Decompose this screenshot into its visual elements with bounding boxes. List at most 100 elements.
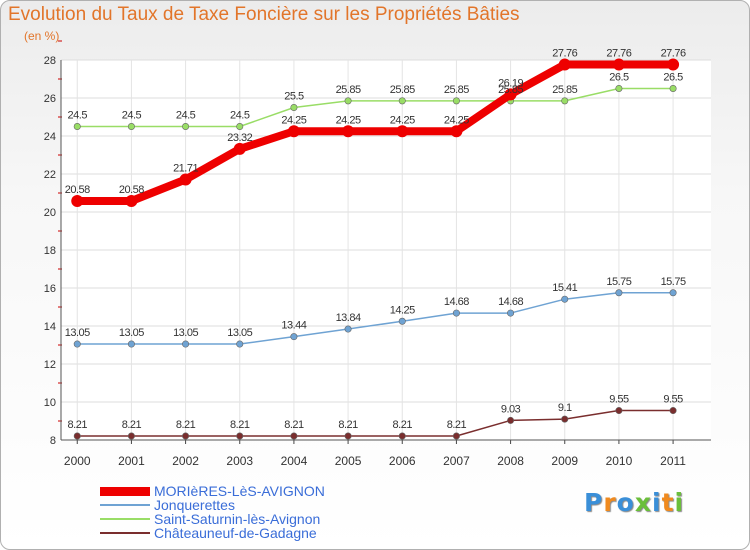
data-label: 25.85 <box>444 84 469 96</box>
data-label: 13.84 <box>336 312 361 324</box>
data-label: 25.85 <box>552 84 577 96</box>
data-label: 8.21 <box>68 419 88 431</box>
data-point <box>398 432 406 440</box>
data-point <box>504 88 517 101</box>
data-point <box>507 416 515 424</box>
data-point <box>612 58 625 71</box>
y-tick-label: 18 <box>44 245 56 257</box>
x-tick-label: 2005 <box>335 454 362 468</box>
data-label: 8.21 <box>230 419 250 431</box>
data-label: 25.85 <box>390 84 415 96</box>
data-label: 25.85 <box>498 84 523 96</box>
data-point <box>561 97 569 105</box>
data-label: 24.25 <box>281 114 306 126</box>
legend-swatch <box>100 486 150 496</box>
data-label: 13.05 <box>227 327 252 339</box>
data-point <box>73 432 81 440</box>
data-point <box>398 317 406 325</box>
data-point <box>182 340 190 348</box>
data-point <box>290 333 298 341</box>
x-tick-label: 2010 <box>606 454 633 468</box>
legend-swatch <box>100 504 150 506</box>
data-point <box>558 58 571 71</box>
data-point <box>396 125 409 138</box>
data-label: 26.5 <box>663 72 683 84</box>
data-point <box>452 97 460 105</box>
series-line <box>76 409 674 437</box>
y-tick-label: 26 <box>44 93 56 105</box>
data-label: 9.1 <box>558 402 572 414</box>
x-tick-label: 2000 <box>64 454 91 468</box>
data-point <box>669 407 677 415</box>
data-point <box>452 432 460 440</box>
data-label: 13.05 <box>173 327 198 339</box>
data-label: 24.25 <box>444 114 469 126</box>
data-label: 24.5 <box>230 110 250 122</box>
data-point <box>615 407 623 415</box>
data-label: 15.41 <box>552 282 577 294</box>
data-point <box>236 432 244 440</box>
legend-label: MORIèRES-LèS-AVIGNON <box>154 483 325 499</box>
y-tick-label: 10 <box>44 397 56 409</box>
data-point <box>669 289 677 297</box>
data-point <box>287 125 300 138</box>
data-label: 24.5 <box>68 110 88 122</box>
series-3 <box>73 407 677 440</box>
data-label: 8.21 <box>447 419 467 431</box>
x-tick-label: 2003 <box>226 454 253 468</box>
x-tick-label: 2004 <box>281 454 308 468</box>
data-point <box>344 325 352 333</box>
data-point <box>615 289 623 297</box>
x-tick-label: 2002 <box>172 454 199 468</box>
data-label: 8.21 <box>393 419 413 431</box>
data-label: 20.58 <box>65 184 90 196</box>
x-tick-label: 2009 <box>551 454 578 468</box>
legend-label: Châteauneuf-de-Gadagne <box>154 525 317 541</box>
x-tick-label: 2007 <box>443 454 470 468</box>
data-label: 23.32 <box>227 132 252 144</box>
data-point <box>290 432 298 440</box>
data-label: 8.21 <box>284 419 304 431</box>
data-point <box>236 340 244 348</box>
data-label: 15.75 <box>606 276 631 288</box>
y-tick-label: 24 <box>44 131 56 143</box>
legend-swatch <box>100 518 150 520</box>
data-point <box>182 432 190 440</box>
data-point <box>561 415 569 423</box>
data-point <box>236 123 244 131</box>
series-line <box>76 87 674 128</box>
data-point <box>667 58 680 71</box>
x-tick-label: 2008 <box>497 454 524 468</box>
data-label: 14.25 <box>390 304 415 316</box>
series-line <box>73 60 678 205</box>
legend-swatch <box>100 532 150 534</box>
y-tick-label: 28 <box>44 55 56 67</box>
data-label: 9.55 <box>609 394 629 406</box>
x-tick-label: 2001 <box>118 454 145 468</box>
data-label: 14.68 <box>444 296 469 308</box>
data-label: 26.5 <box>609 72 629 84</box>
series-0 <box>71 58 680 207</box>
data-label: 26.19 <box>498 77 523 89</box>
data-label: 9.03 <box>501 403 521 415</box>
series-line <box>76 292 674 345</box>
data-point <box>290 104 298 112</box>
proxiti-logo: Proxiti <box>584 488 685 517</box>
data-label: 24.25 <box>390 114 415 126</box>
data-label: 20.58 <box>119 184 144 196</box>
legend-label: Saint-Saturnin-lès-Avignon <box>154 511 321 527</box>
data-label: 8.21 <box>176 419 196 431</box>
line-chart: 8 10 12 14 16 18 20 22 24 26 28 2000 2001 2002 2003 200… <box>44 40 711 468</box>
data-label: 9.55 <box>663 394 683 406</box>
data-label: 14.68 <box>498 296 523 308</box>
y-tick-label: 14 <box>44 321 56 333</box>
data-point <box>182 123 190 131</box>
data-point <box>344 97 352 105</box>
data-label: 13.05 <box>65 327 90 339</box>
data-point <box>561 295 569 303</box>
y-tick-label: 12 <box>44 359 56 371</box>
chart-title: Evolution du Taux de Taxe Foncière sur l… <box>8 4 520 25</box>
data-point <box>127 123 135 131</box>
data-point <box>127 340 135 348</box>
y-tick-label: 22 <box>44 169 56 181</box>
